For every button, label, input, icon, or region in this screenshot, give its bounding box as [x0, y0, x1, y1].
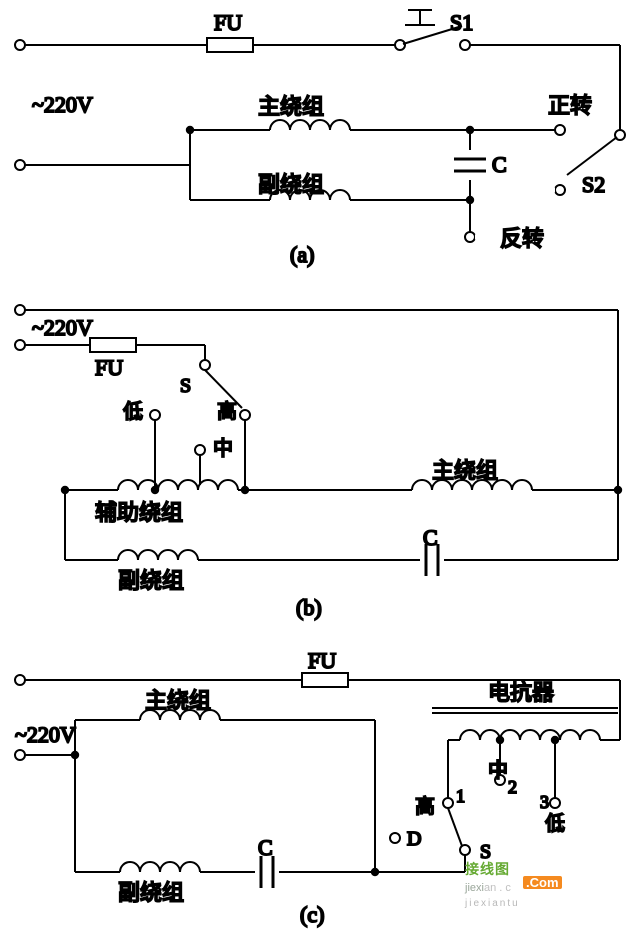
sublabel-b: (b) — [296, 595, 322, 620]
label-2: 2 — [508, 777, 517, 797]
label-s1: S1 — [450, 10, 473, 35]
label-3: 3 — [540, 792, 549, 812]
label-reactor: 电抗器 — [488, 680, 554, 705]
label-rev: 反转 — [500, 226, 544, 251]
label-main-c: 主绕组 — [145, 688, 211, 713]
wm-line3: jiexiantu — [465, 898, 520, 909]
label-c-b: C — [423, 525, 438, 550]
label-mid-b: 中 — [213, 437, 233, 460]
label-fwd: 正转 — [548, 93, 592, 118]
sublabel-a: (a) — [290, 242, 314, 267]
wm-line2a: jiexi — [465, 882, 484, 894]
label-low-c: 低 — [545, 812, 565, 835]
label-fu-c: FU — [308, 648, 336, 673]
wm-line2b: an . c — [484, 882, 511, 894]
wm-line1: 接线图 — [465, 861, 510, 877]
label-fu-a: FU — [214, 10, 242, 35]
label-low-b: 低 — [123, 400, 143, 423]
label-aux-c: 副绕组 — [118, 880, 184, 905]
diagram-c — [15, 673, 620, 888]
diagram-b — [15, 305, 621, 576]
label-s2: S2 — [582, 172, 605, 197]
label-main-a: 主绕组 — [258, 94, 324, 119]
diagram-a — [15, 10, 625, 242]
label-aux-a: 副绕组 — [258, 172, 324, 197]
label-d: D — [407, 828, 421, 850]
label-mid-c: 中 — [488, 759, 508, 782]
label-volt-c: ~220V — [15, 722, 76, 747]
label-s-b: S — [180, 375, 191, 397]
watermark: 接线图 jiexian . c .Com jiexiantu — [465, 862, 520, 911]
label-main-b: 主绕组 — [432, 458, 498, 483]
label-volt-b: ~220V — [32, 315, 93, 340]
label-high-b: 高 — [217, 400, 237, 423]
wm-box: .Com — [523, 876, 562, 890]
label-assist-b: 辅助绕组 — [95, 500, 183, 525]
label-volt-a: ~220V — [32, 92, 93, 117]
label-s-c: S — [480, 841, 491, 863]
label-c-c: C — [258, 835, 273, 860]
label-high-c: 高 — [415, 795, 435, 818]
label-aux-b: 副绕组 — [118, 568, 184, 593]
sublabel-c: (c) — [300, 902, 324, 927]
label-1: 1 — [456, 786, 465, 806]
label-fu-b: FU — [95, 355, 123, 380]
label-c-a: C — [492, 152, 507, 177]
